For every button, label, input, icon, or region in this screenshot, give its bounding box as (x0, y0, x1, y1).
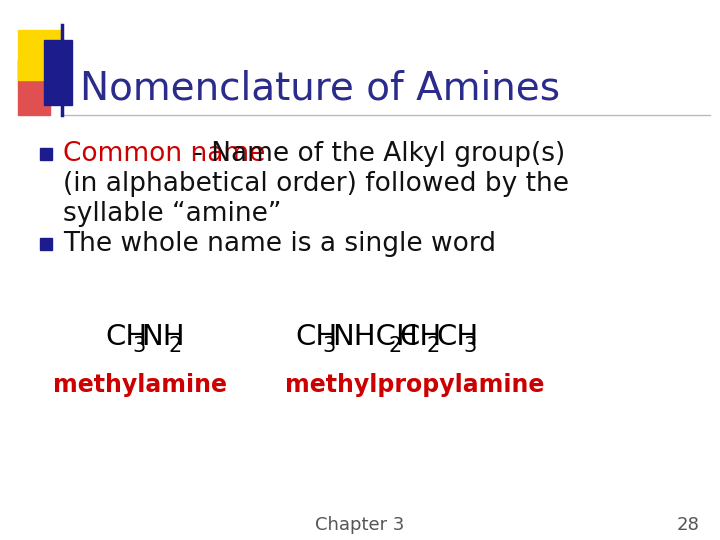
Bar (40, 148, 52, 160)
Text: (in alphabetical order) followed by the: (in alphabetical order) followed by the (63, 171, 569, 197)
Text: - Name of the Alkyl group(s): - Name of the Alkyl group(s) (185, 141, 565, 167)
Text: 3: 3 (463, 336, 476, 356)
Bar (18, 60, 50, 115)
Text: CH: CH (295, 323, 337, 351)
Bar (40, 238, 52, 250)
Text: methylamine: methylamine (53, 373, 227, 397)
Text: 2: 2 (389, 336, 402, 356)
Text: Chapter 3: Chapter 3 (315, 516, 405, 534)
Text: CH: CH (399, 323, 441, 351)
Text: CH: CH (436, 323, 478, 351)
Text: 3: 3 (132, 336, 145, 356)
Text: methylpropylamine: methylpropylamine (285, 373, 545, 397)
Text: 3: 3 (322, 336, 336, 356)
Bar (18, 30, 62, 80)
Text: Nomenclature of Amines: Nomenclature of Amines (80, 69, 560, 107)
Bar (44, 40, 72, 105)
Text: The whole name is a single word: The whole name is a single word (63, 231, 496, 257)
Text: CH: CH (105, 323, 148, 351)
Text: NHCH: NHCH (332, 323, 418, 351)
Text: Common name: Common name (63, 141, 266, 167)
Text: 2: 2 (426, 336, 439, 356)
Text: NH: NH (141, 323, 184, 351)
Text: 2: 2 (168, 336, 181, 356)
Text: syllable “amine”: syllable “amine” (63, 201, 282, 227)
Text: 28: 28 (677, 516, 700, 534)
